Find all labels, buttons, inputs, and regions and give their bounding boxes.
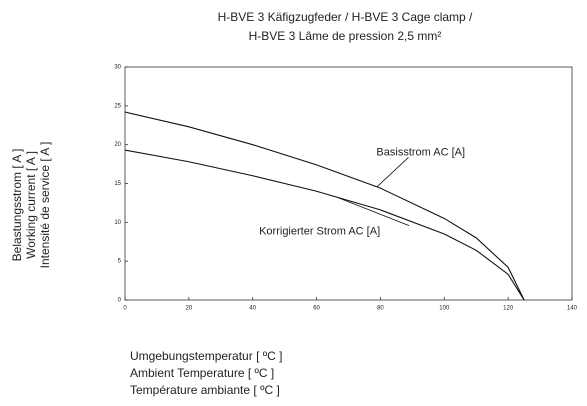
y-axis-label: Working current [ A ]	[24, 151, 38, 259]
x-tick-label: 20	[186, 306, 193, 312]
x-axis-label: Ambient Temperature [ ºC ]	[130, 366, 274, 380]
x-tick-label: 60	[313, 306, 320, 312]
y-axis-label: Intensité de service [ A ]	[38, 142, 52, 269]
x-tick-label: 100	[439, 306, 450, 312]
y-tick-label: 25	[114, 103, 121, 109]
line-series	[124, 149, 525, 301]
x-tick-label: 80	[377, 306, 384, 312]
y-tick-label: 30	[114, 65, 121, 71]
x-tick-label: 140	[567, 306, 578, 312]
x-tick-label: 0	[123, 306, 127, 312]
series-label: Korrigierter Strom AC [A]	[259, 226, 380, 238]
x-axis-label: Température ambiante [ ºC ]	[130, 383, 280, 397]
x-axis-label: Umgebungstemperatur [ ºC ]	[130, 349, 282, 363]
chart-title: H-BVE 3 Käfigzugfeder / H-BVE 3 Cage cla…	[218, 10, 473, 24]
chart-title: H-BVE 3 Lâme de pression 2,5 mm²	[249, 29, 442, 43]
series-label: Basisstrom AC [A]	[376, 146, 465, 158]
label-pointer	[376, 157, 409, 187]
x-tick-label: 40	[249, 306, 256, 312]
y-axis-label: Belastungsstrom [ A ]	[10, 149, 24, 262]
label-pointer	[335, 196, 410, 227]
y-tick-label: 15	[114, 181, 121, 187]
y-tick-label: 20	[114, 142, 121, 148]
x-tick-label: 120	[503, 306, 514, 312]
y-tick-label: 10	[114, 220, 121, 226]
y-tick-label: 0	[118, 298, 122, 304]
line-series	[124, 111, 525, 301]
y-tick-label: 5	[118, 259, 122, 265]
